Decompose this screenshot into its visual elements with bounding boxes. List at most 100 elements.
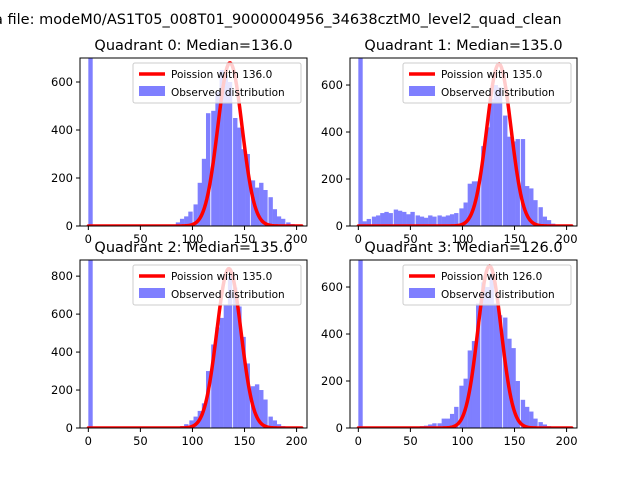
quadrant-2-xtick-label: 50 xyxy=(133,434,148,448)
quadrant-2-histogram-bar xyxy=(227,276,233,428)
quadrant-0-legend-box xyxy=(132,62,302,104)
quadrant-0-histogram-bar xyxy=(280,218,286,226)
quadrant-3-histogram-bar xyxy=(538,422,543,428)
quadrant-1-histogram-bar xyxy=(410,211,415,226)
quadrant-2-histogram-bar xyxy=(259,390,264,428)
quadrant-2-legend-observed-label: Observed distribution xyxy=(171,289,285,301)
quadrant-0-histogram-bar xyxy=(197,182,203,226)
quadrant-1-histogram-bar xyxy=(437,215,442,226)
quadrant-1-histogram-bar xyxy=(380,213,385,226)
quadrant-2-histogram-bar xyxy=(268,416,273,428)
quadrant-1-histogram-bar xyxy=(371,216,377,226)
quadrant-2-xtick-label: 150 xyxy=(234,434,256,448)
quadrant-0-xtick-label: 150 xyxy=(234,232,256,246)
quadrant-0-histogram-bar xyxy=(263,190,268,226)
quadrant-2-histogram-bar xyxy=(211,344,216,428)
quadrant-3-histogram-bar xyxy=(489,272,494,428)
quadrant-0-panel: 0 50 100 150 200 0 200 400 600 Quadrant 0: Median… xyxy=(51,38,308,246)
quadrant-0-ytick-label: 200 xyxy=(51,171,73,185)
quadrant-0-histogram-bar xyxy=(201,158,207,226)
quadrant-1-histogram-bar xyxy=(384,211,389,226)
quadrant-0-histogram-bar xyxy=(175,222,181,226)
quadrant-3-legend-bar-swatch xyxy=(409,288,435,298)
quadrant-3-histogram-bar xyxy=(542,424,548,428)
quadrant-3-histogram-bar xyxy=(358,260,363,428)
quadrant-3-ytick-label: 200 xyxy=(321,374,343,388)
quadrant-0-histogram-bar xyxy=(254,187,260,226)
quadrant-0-histogram-bar xyxy=(245,154,250,226)
quadrant-2-legend-poisson-label: Poission with 135.0 xyxy=(171,271,272,283)
quadrant-0-histogram-bar xyxy=(272,209,278,226)
quadrant-2-ytick-label: 400 xyxy=(51,345,73,359)
quadrant-3-panel: 0 50 100 150 200 0 200 400 600 Quadrant 3: Median… xyxy=(321,240,578,448)
quadrant-3-histogram-bar xyxy=(428,424,433,428)
quadrant-1-histogram-bar xyxy=(542,216,548,226)
quadrant-1-histogram-bar xyxy=(493,85,499,226)
quadrant-2-histogram-bar xyxy=(215,327,220,428)
quadrant-3-histogram-bar xyxy=(524,406,530,428)
quadrant-3-xtick-label: 50 xyxy=(403,434,418,448)
quadrant-0-histogram-bar xyxy=(184,216,189,226)
quadrant-0-histogram-bar xyxy=(219,70,224,226)
quadrant-3-histogram-bar xyxy=(459,385,464,428)
quadrant-2-histogram-bar xyxy=(219,317,224,428)
quadrant-1-xtick-label: 0 xyxy=(355,232,362,246)
quadrant-1-histogram-bar xyxy=(475,181,481,226)
quadrant-2-histogram-bar xyxy=(263,399,268,428)
quadrant-1-histogram-bar xyxy=(520,139,526,226)
quadrant-0-xtick-label: 200 xyxy=(286,232,308,246)
quadrant-0-title: Quadrant 0: Median=136.0 xyxy=(94,38,292,54)
quadrant-3-histogram-bar xyxy=(520,399,526,428)
quadrant-1-histogram-bar xyxy=(419,216,425,226)
quadrant-2-histogram-bar xyxy=(189,420,194,428)
quadrant-0-plot-area xyxy=(86,58,304,226)
quadrant-0-histogram-bar xyxy=(268,197,273,226)
quadrant-1-panel: 0 50 100 150 200 0 200 400 600 Quadrant 1: Median… xyxy=(321,38,578,246)
quadrant-3-histogram-bar xyxy=(432,423,437,428)
quadrant-2-legend-box xyxy=(132,264,302,306)
quadrant-2-poisson-line xyxy=(86,266,304,428)
quadrant-2-ytick-label: 800 xyxy=(51,269,73,283)
quadrant-2-histogram-bar xyxy=(233,287,238,428)
quadrant-2-histogram-bar xyxy=(272,420,278,428)
quadrant-1-histogram-bar xyxy=(511,141,516,226)
quadrant-3-histogram-bar xyxy=(529,411,534,428)
quadrant-3-legend-poisson-label: Poission with 126.0 xyxy=(441,271,542,283)
quadrant-2-histogram-bar xyxy=(237,306,242,428)
quadrant-0-legend-observed-label: Observed distribution xyxy=(171,87,285,99)
quadrant-1-histogram-bar xyxy=(423,217,429,226)
quadrant-0-legend: Poission with 136.0 Observed distribution xyxy=(132,62,302,104)
quadrant-0-histogram-bar xyxy=(276,216,282,226)
quadrant-1-legend-observed-label: Observed distribution xyxy=(441,87,555,99)
quadrant-0-histogram-bar xyxy=(188,211,193,226)
quadrant-2-ytick-label: 200 xyxy=(51,383,73,397)
quadrant-0-axes-frame xyxy=(79,57,308,227)
quadrant-2-title: Quadrant 2: Median=135.0 xyxy=(94,240,292,256)
quadrant-2-histogram-bar xyxy=(88,260,93,428)
quadrant-1-histogram-bar xyxy=(441,216,447,226)
quadrant-3-ytick-label: 400 xyxy=(321,327,343,341)
quadrant-1-xtick-label: 150 xyxy=(504,232,526,246)
quadrant-3-ytick-label: 0 xyxy=(336,421,343,435)
quadrant-1-xtick-label: 200 xyxy=(556,232,578,246)
quadrant-1-histogram-bar xyxy=(459,208,464,226)
quadrant-1-histogram-bar xyxy=(397,210,403,226)
quadrant-0-xtick-label: 50 xyxy=(133,232,148,246)
quadrant-3-histogram-bar xyxy=(485,287,490,428)
quadrant-3-histogram-bar xyxy=(493,303,499,428)
quadrant-3-axes-frame xyxy=(349,259,578,429)
quadrant-1-histogram-bar xyxy=(415,215,420,226)
quadrant-1-plot-area xyxy=(356,58,574,226)
quadrant-1-histogram-bar xyxy=(533,200,538,226)
quadrant-1-histogram-bar xyxy=(454,213,459,226)
quadrant-3-ytick-label: 600 xyxy=(321,280,343,294)
quadrant-1-histogram-bar xyxy=(362,221,367,226)
quadrant-1-histogram-bar xyxy=(524,186,530,226)
quadrant-1-histogram-bar xyxy=(445,215,451,226)
quadrant-3-xtick-label: 100 xyxy=(451,434,473,448)
quadrant-1-histogram-bar xyxy=(406,214,411,226)
quadrant-3-histogram-bar xyxy=(481,282,486,428)
quadrant-2-xtick-label: 100 xyxy=(181,434,203,448)
quadrant-2-ytick-label: 600 xyxy=(51,307,73,321)
